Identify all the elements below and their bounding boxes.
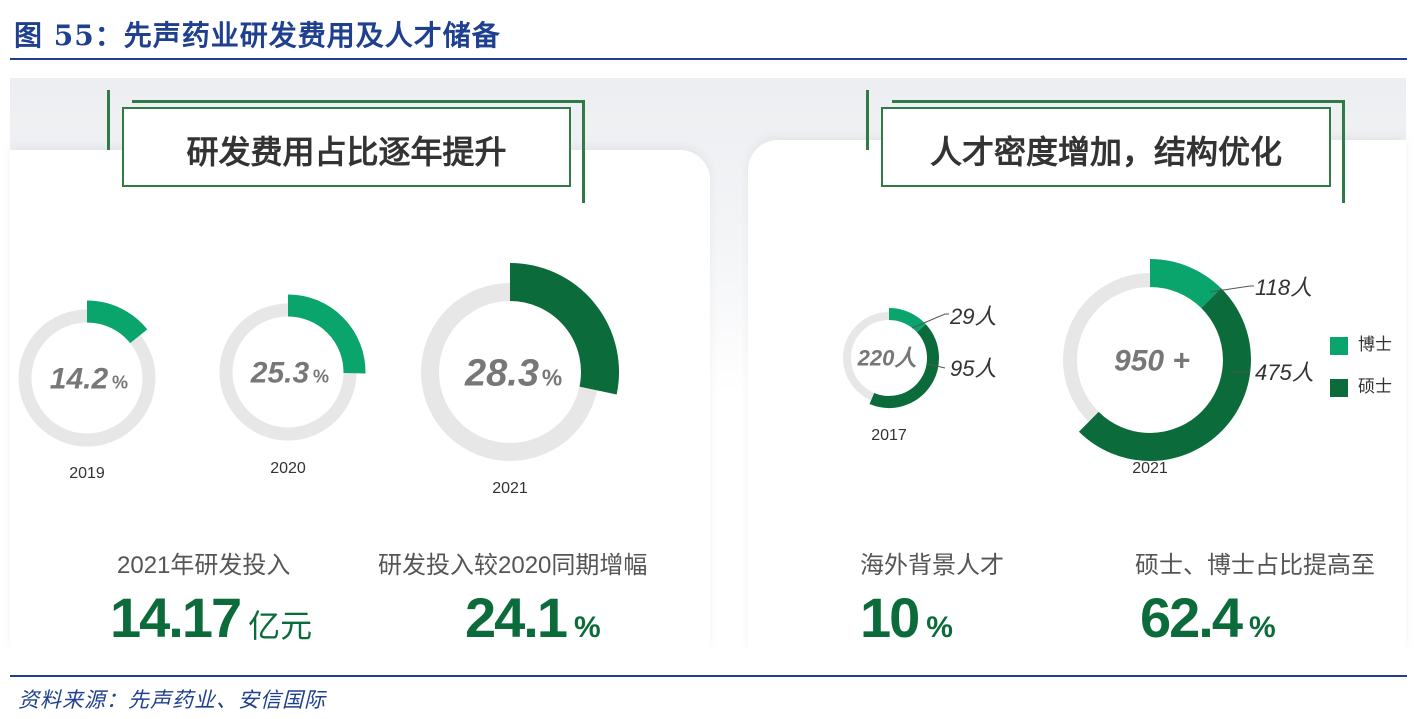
rd-invest-label: 2021年研发投入 — [117, 552, 291, 579]
comp-year-2017: 2017 — [871, 427, 907, 444]
donut-center-value-2020: 25.3 — [250, 357, 310, 390]
advanced-label: 硕士、博士占比提高至 — [1135, 552, 1375, 579]
left-header-shadow — [132, 100, 585, 203]
donut-center-unit-2020: % — [313, 367, 329, 387]
comp-year-2021: 2021 — [1132, 460, 1168, 477]
donut-center-unit-2021: % — [542, 364, 562, 390]
right-donuts: 220人 2017 29人 95人 950 + 2021 118人 475人 — [843, 259, 1314, 477]
right-header-shadow — [892, 100, 1345, 203]
right-header-accent — [866, 90, 869, 150]
advanced-value: 62.4% — [1140, 585, 1276, 650]
rd-growth-unit: % — [574, 611, 601, 644]
comp-master-label-2021: 475人 — [1255, 360, 1314, 385]
left-header-title: 研发费用占比逐年提升 — [186, 134, 507, 170]
left-header-accent — [107, 90, 110, 150]
comp-master-arc-2021 — [1079, 288, 1251, 461]
comp-phd-leader-2017 — [911, 313, 949, 329]
comp-phd-leader-2021 — [1209, 285, 1254, 293]
advanced-number: 62.4 — [1140, 586, 1243, 649]
donut-year-2019: 2019 — [69, 465, 105, 482]
comp-phd-arc-2017 — [888, 308, 926, 333]
rd-growth-label: 研发投入较2020同期增幅 — [378, 552, 648, 579]
overseas-number: 10 — [860, 586, 920, 649]
legend-master-swatch — [1330, 378, 1348, 397]
left-donuts: 14.2 % 2019 25.3 % 2020 28.3 % 2021 — [18, 263, 619, 497]
rd-growth-value: 24.1% — [465, 585, 601, 650]
left-header-box: 研发费用占比逐年提升 — [122, 107, 571, 187]
legend-phd-label: 博士 — [1358, 335, 1392, 354]
rd-invest-value: 14.17 亿元 — [110, 585, 312, 650]
comp-master-leader-2017 — [927, 363, 946, 369]
comp-center-value-2021: 950 + — [1114, 345, 1190, 378]
overseas-value: 10% — [860, 585, 953, 650]
overseas-label: 海外背景人才 — [860, 552, 1004, 579]
donut-arc-2021 — [509, 263, 619, 395]
figure-title: 图 55：先声药业研发费用及人才储备 — [14, 19, 501, 52]
right-header-box: 人才密度增加，结构优化 — [881, 107, 1331, 187]
legend-phd: 博士 — [1330, 330, 1392, 355]
comp-center-value-2017: 220人 — [857, 346, 918, 371]
donut-arc-2019 — [86, 300, 148, 344]
donut-year-2021: 2021 — [492, 480, 528, 497]
comp-phd-label-2021: 118人 — [1255, 275, 1312, 300]
overseas-unit: % — [926, 611, 953, 644]
donut-center-unit-2019: % — [112, 373, 128, 393]
donut-arc-2020 — [287, 294, 366, 374]
comp-master-arc-2017 — [869, 324, 939, 408]
advanced-unit: % — [1249, 611, 1276, 644]
rd-invest-unit: 亿元 — [248, 608, 313, 644]
comp-phd-arc-2021 — [1149, 259, 1222, 309]
comp-phd-label-2017: 29人 — [949, 304, 996, 329]
source-note: 资料来源：先声药业、安信国际 — [18, 688, 326, 712]
rd-invest-number: 14.17 — [110, 586, 242, 649]
legend-master: 硕士 — [1330, 372, 1392, 397]
legend-phd-swatch — [1330, 336, 1348, 355]
donut-center-value-2019: 14.2 — [50, 363, 109, 396]
donut-center-value-2021: 28.3 — [464, 352, 539, 394]
comp-master-label-2017: 95人 — [950, 356, 996, 381]
source-rule — [10, 675, 1407, 677]
title-rule — [10, 58, 1407, 60]
donut-year-2020: 2020 — [270, 460, 306, 477]
right-header-title: 人才密度增加，结构优化 — [929, 134, 1282, 170]
legend-master-label: 硕士 — [1358, 377, 1392, 396]
rd-growth-number: 24.1 — [465, 586, 568, 649]
